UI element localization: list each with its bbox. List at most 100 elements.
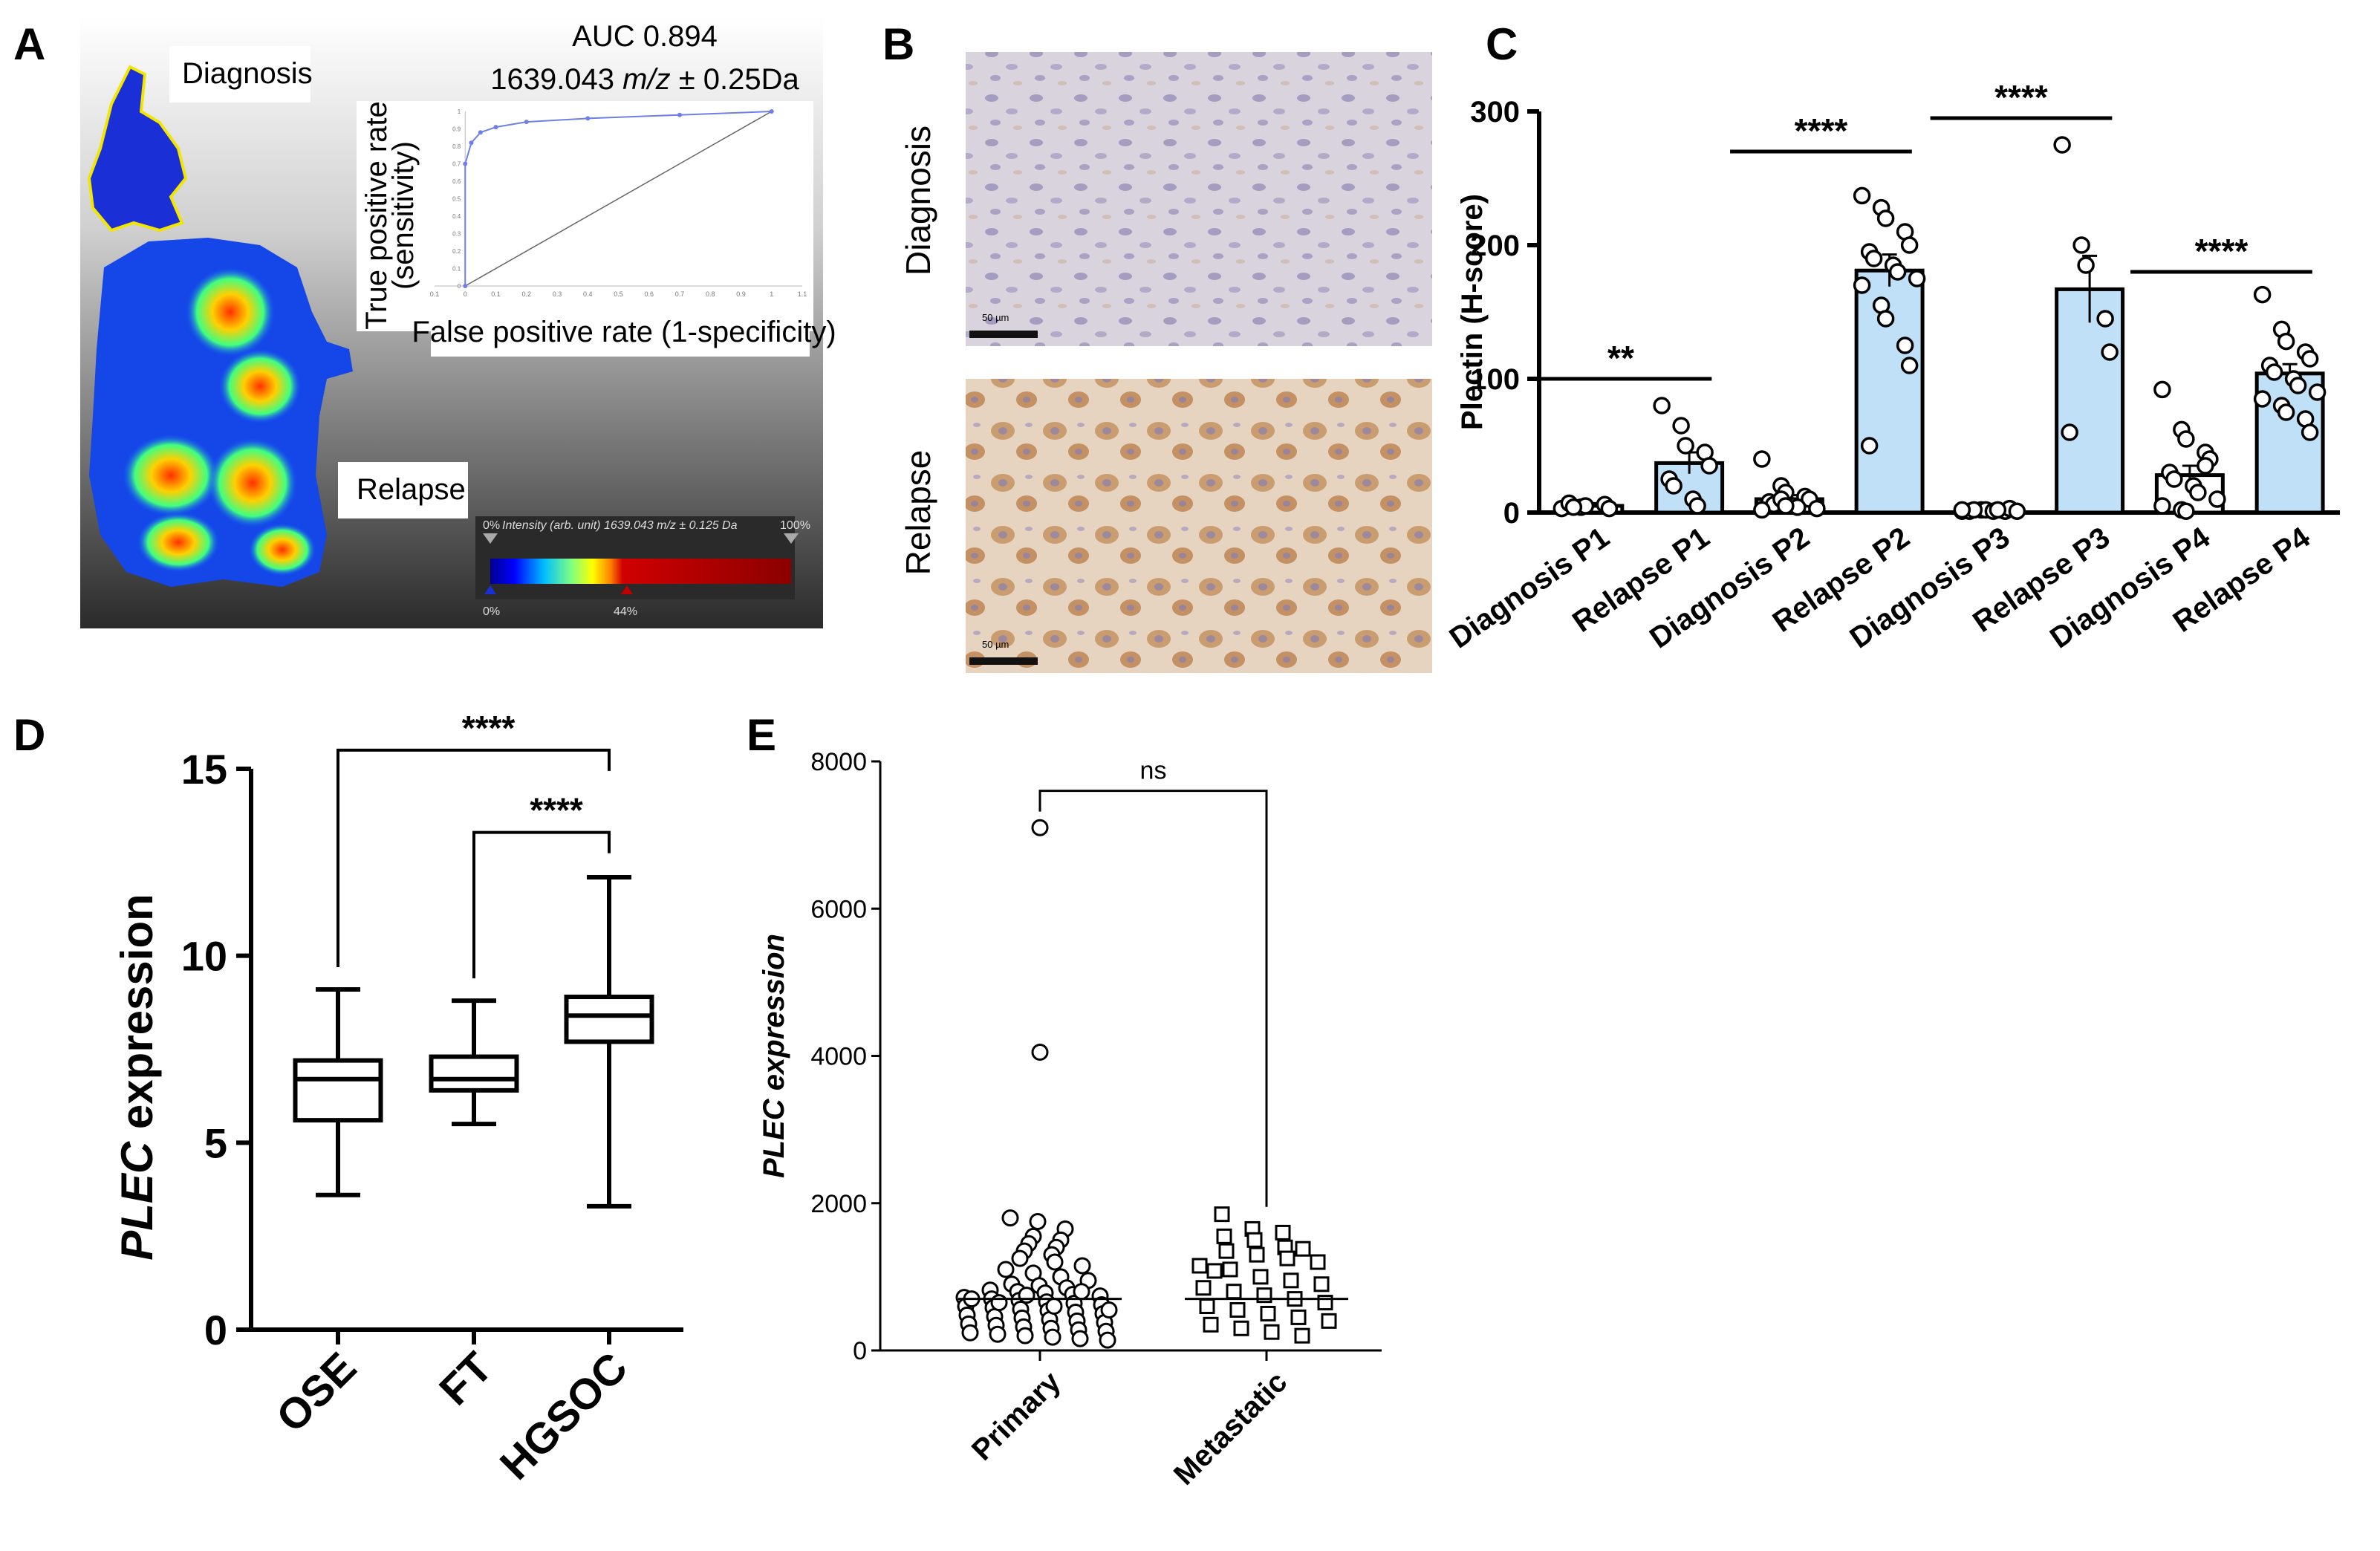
c-datapoint <box>1600 499 1619 518</box>
c-datapoint <box>2101 343 2119 361</box>
c-ylabel: Plectin (H-score) <box>1456 194 1489 430</box>
e-metastatic-point <box>1222 1261 1238 1278</box>
c-datapoint <box>1900 236 1919 254</box>
scalebar-text: 50 µm <box>982 312 1009 323</box>
row-label-diagnosis: Diagnosis <box>899 126 937 276</box>
d-ytick-label: 5 <box>204 1119 227 1166</box>
e-ytick-label: 0 <box>853 1337 867 1365</box>
colorbar-right-marker <box>784 533 799 544</box>
colorbar-high-marker <box>621 585 633 594</box>
roc-ytick-label: 0.5 <box>452 196 461 203</box>
hotspot <box>249 524 316 576</box>
c-datapoint <box>1700 457 1718 475</box>
e-primary-point <box>1046 1253 1064 1271</box>
c-datapoint <box>1672 417 1690 435</box>
e-metastatic-point <box>1218 1243 1235 1259</box>
e-ytick-label: 2000 <box>810 1190 867 1218</box>
e-primary-point <box>1001 1209 1019 1227</box>
roc-xtick-label: 0.4 <box>583 290 593 298</box>
c-datapoint <box>2253 390 2272 408</box>
colorbar-title: Intensity (arb. unit) 1639.043 m/z ± 0.1… <box>502 519 738 532</box>
scalebar <box>969 331 1038 338</box>
colorbar-high-text: 44% <box>614 605 637 618</box>
e-metastatic-point <box>1252 1269 1269 1285</box>
roc-ytick-label: 0.7 <box>452 161 461 168</box>
c-ytick-label: 0 <box>1503 497 1520 530</box>
c-sig-label: **** <box>2195 232 2249 270</box>
e-primary-point <box>1016 1327 1034 1344</box>
d-ytick-label: 15 <box>181 746 227 793</box>
c-datapoint <box>1853 186 1871 205</box>
c-datapoint <box>2277 332 2295 351</box>
e-primary-point <box>1071 1330 1089 1347</box>
roc-xtick-label: 0.1 <box>430 290 440 298</box>
e-metastatic-point <box>1313 1276 1330 1292</box>
roc-ytick-label: 0.9 <box>452 126 461 133</box>
e-primary-point <box>997 1261 1015 1278</box>
c-datapoint <box>1953 501 1971 519</box>
roc-point <box>478 130 483 135</box>
d-ylabel: PLEC expression <box>112 894 162 1261</box>
e-primary-point <box>1031 819 1049 836</box>
c-datapoint <box>1665 477 1682 495</box>
c-datapoint <box>2189 484 2207 501</box>
c-datapoint <box>1564 498 1583 516</box>
c-datapoint <box>2277 403 2295 421</box>
panel-label-d: D <box>13 710 45 760</box>
roc-ytick-label: 1 <box>458 108 461 115</box>
roc-ytick-label: 0.1 <box>452 266 461 273</box>
c-datapoint <box>2165 470 2183 488</box>
e-metastatic-point <box>1310 1254 1326 1270</box>
e-metastatic-point <box>1275 1224 1291 1241</box>
e-ytick-label: 4000 <box>810 1043 867 1071</box>
colorbar-low-marker <box>484 585 496 594</box>
c-datapoint <box>1908 270 1926 287</box>
c-datapoint <box>1753 450 1771 468</box>
d-category-label: HGSOC <box>491 1343 637 1489</box>
roc-ytick-label: 0.2 <box>452 248 461 255</box>
e-metastatic-point <box>1283 1272 1299 1289</box>
roc-inset <box>357 101 813 331</box>
c-datapoint <box>2301 423 2319 441</box>
panel-label-e: E <box>747 710 776 760</box>
e-metastatic-point <box>1290 1309 1307 1325</box>
e-primary-point <box>1100 1301 1118 1318</box>
mz-text: 1639.043 m/z ± 0.25Da <box>490 63 799 96</box>
e-primary-point <box>961 1324 979 1342</box>
e-metastatic-point <box>1203 1316 1219 1333</box>
e-metastatic-point <box>1226 1284 1242 1300</box>
ihc-image-relapse <box>966 379 1432 673</box>
roc-xtick-label: 1.1 <box>798 290 807 298</box>
roc-point <box>493 125 498 130</box>
c-sig-label: ** <box>1607 339 1634 377</box>
c-datapoint <box>1888 263 1907 281</box>
roc-ylabel-2: (sensitivity) <box>387 141 420 290</box>
e-category-label: Metastatic <box>1168 1365 1293 1491</box>
roc-xtick-label: 0.2 <box>521 290 531 298</box>
e-metastatic-point <box>1295 1241 1311 1257</box>
diagnosis-label-box <box>169 46 310 103</box>
diagnosis-label: Diagnosis <box>182 57 313 90</box>
c-datapoint <box>1853 276 1871 294</box>
e-metastatic-point <box>1264 1324 1280 1340</box>
roc-plot: 0.1 0 0.1 0.2 0.3 0.4 0.5 0.6 0.7 0.8 0.9 1 1.1 1 0.9 0… <box>430 108 807 298</box>
e-metastatic-point <box>1294 1327 1310 1344</box>
c-datapoint <box>1653 397 1671 414</box>
roc-xtick-label: 0.8 <box>706 290 715 298</box>
roc-xtick-label: 0.7 <box>675 290 685 298</box>
c-datapoint <box>2008 502 2026 520</box>
c-datapoint <box>1876 209 1895 227</box>
colorbar-low-text: 0% <box>483 605 500 618</box>
roc-point <box>585 116 591 121</box>
e-sig-label: ns <box>1140 757 1167 785</box>
colorbar <box>490 559 791 584</box>
roc-ytick-label: 0.4 <box>452 213 461 220</box>
d-box <box>564 995 654 1044</box>
auc-text: AUC 0.894 <box>572 20 718 53</box>
hotspot <box>137 513 219 572</box>
e-primary-point <box>1011 1249 1029 1267</box>
c-datapoint <box>2177 502 2195 520</box>
